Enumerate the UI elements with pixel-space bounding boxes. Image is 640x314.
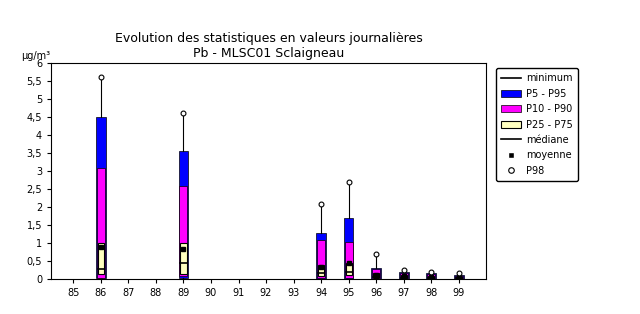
Bar xyxy=(373,273,380,278)
Bar xyxy=(98,243,104,274)
Bar xyxy=(454,275,463,279)
Bar xyxy=(180,243,186,274)
Bar xyxy=(317,240,325,278)
Bar xyxy=(371,268,381,279)
Bar xyxy=(316,232,326,279)
Bar xyxy=(426,273,436,279)
Bar xyxy=(455,276,463,279)
Bar xyxy=(179,151,188,278)
Bar xyxy=(401,275,407,279)
Text: µg/m³: µg/m³ xyxy=(20,51,50,61)
Bar xyxy=(318,265,324,276)
Bar xyxy=(344,218,353,279)
Bar xyxy=(428,274,435,279)
Bar xyxy=(428,276,435,279)
Bar xyxy=(345,241,353,278)
Bar xyxy=(97,168,105,278)
Bar xyxy=(346,263,352,275)
Bar xyxy=(456,277,462,279)
Legend: minimum, P5 - P95, P10 - P90, P25 - P75, médiane, moyenne, P98: minimum, P5 - P95, P10 - P90, P25 - P75,… xyxy=(495,68,579,181)
Bar xyxy=(179,186,188,276)
Bar xyxy=(372,269,380,279)
Bar xyxy=(96,117,106,278)
Title: Evolution des statistiques en valeurs journalières
Pb - MLSC01 Sclaigneau: Evolution des statistiques en valeurs jo… xyxy=(115,32,422,60)
Bar xyxy=(400,273,408,279)
Bar xyxy=(399,272,408,279)
